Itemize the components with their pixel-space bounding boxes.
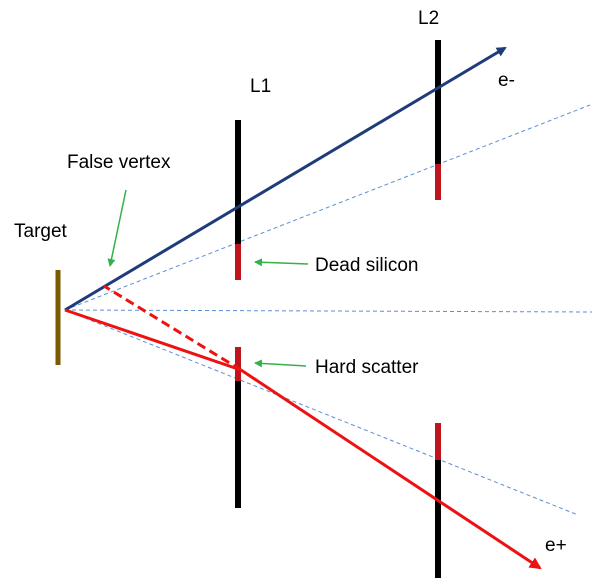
label-false-vertex: False vertex [67,152,171,173]
hard-scatter-arrow [254,359,307,368]
label-l2: L2 [418,8,439,29]
guide-line-upper [64,104,591,311]
label-l1: L1 [250,76,271,97]
positron-track-extrapolated [103,284,242,372]
positron-track-incoming [64,308,242,372]
label-dead-silicon: Dead silicon [315,255,419,276]
false-vertex-arrow [107,189,127,267]
dead-silicon-arrow [254,258,309,267]
guide-line-middle [64,309,593,313]
label-electron: e- [498,70,515,91]
guide-line-lower [64,309,579,516]
electron-track [64,46,507,312]
label-target: Target [14,221,68,242]
label-positron: e+ [545,535,567,556]
positron-track-scattered [240,368,542,570]
label-hard-scatter: Hard scatter [315,357,419,378]
